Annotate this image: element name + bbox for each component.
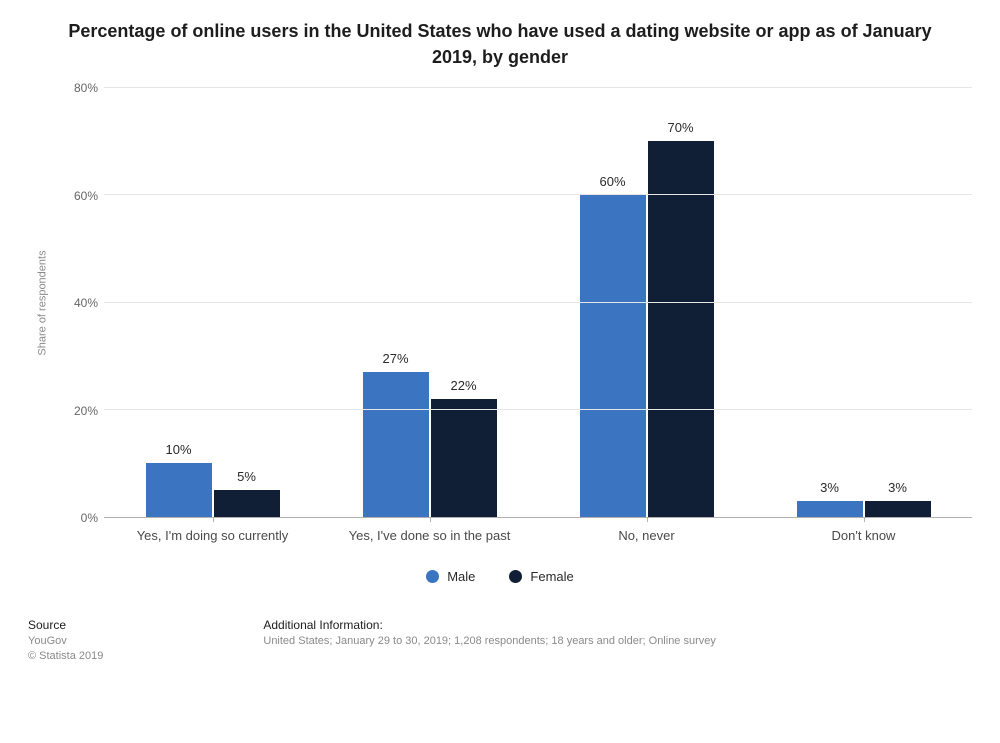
plot-area: 10% 5% 27% 22% 60% 70% 3% 3% xyxy=(104,88,972,518)
source-heading: Source xyxy=(28,618,103,632)
legend-swatch xyxy=(426,570,439,583)
bar xyxy=(648,141,714,517)
bar-group: 3% 3% xyxy=(755,88,972,517)
bar-groups: 10% 5% 27% 22% 60% 70% 3% 3% xyxy=(104,88,972,517)
gridline xyxy=(104,194,972,195)
bar-group: 60% 70% xyxy=(538,88,755,517)
additional-info-block: Additional Information: United States; J… xyxy=(263,618,716,662)
bar xyxy=(363,372,429,517)
source-block: Source YouGov © Statista 2019 xyxy=(28,618,103,662)
x-axis-label: No, never xyxy=(538,528,755,543)
bar-wrap: 22% xyxy=(431,378,497,517)
bar xyxy=(431,399,497,517)
chart-footer: Source YouGov © Statista 2019 Additional… xyxy=(28,618,972,662)
x-axis-label: Yes, I'm doing so currently xyxy=(104,528,321,543)
x-axis-label: Don't know xyxy=(755,528,972,543)
x-axis-label: Yes, I've done so in the past xyxy=(321,528,538,543)
y-axis-ticks: 0%20%40%60%80% xyxy=(58,88,104,518)
legend: Male Female xyxy=(28,569,972,584)
bar-wrap: 10% xyxy=(146,442,212,517)
y-tick-label: 60% xyxy=(74,189,98,203)
legend-item: Female xyxy=(509,569,573,584)
x-axis-labels: Yes, I'm doing so currentlyYes, I've don… xyxy=(104,528,972,543)
x-tick-mark xyxy=(430,517,431,522)
gridline xyxy=(104,87,972,88)
y-tick-label: 80% xyxy=(74,81,98,95)
y-tick-label: 0% xyxy=(81,511,98,525)
x-tick-mark xyxy=(213,517,214,522)
bar-group: 27% 22% xyxy=(321,88,538,517)
y-axis-label: Share of respondents xyxy=(37,251,49,356)
y-axis-label-wrap: Share of respondents xyxy=(28,88,58,518)
bar-wrap: 27% xyxy=(363,351,429,517)
copyright-text: © Statista 2019 xyxy=(28,650,103,662)
x-tick-mark xyxy=(647,517,648,522)
bar xyxy=(214,490,280,517)
gridline xyxy=(104,302,972,303)
legend-swatch xyxy=(509,570,522,583)
chart-title: Percentage of online users in the United… xyxy=(60,18,940,70)
chart-container: Percentage of online users in the United… xyxy=(0,0,1000,662)
bar xyxy=(146,463,212,517)
legend-item: Male xyxy=(426,569,475,584)
bar-wrap: 3% xyxy=(865,480,931,517)
legend-label: Female xyxy=(530,569,573,584)
bar-value-label: 3% xyxy=(820,480,839,495)
bar-group: 10% 5% xyxy=(104,88,321,517)
bar-value-label: 3% xyxy=(888,480,907,495)
y-tick-label: 40% xyxy=(74,296,98,310)
bar-value-label: 22% xyxy=(450,378,476,393)
legend-label: Male xyxy=(447,569,475,584)
chart-body: Share of respondents 0%20%40%60%80% 10%5… xyxy=(28,88,972,518)
additional-heading: Additional Information: xyxy=(263,618,716,632)
x-tick-mark xyxy=(864,517,865,522)
bar-wrap: 60% xyxy=(580,174,646,518)
source-text: YouGov xyxy=(28,635,103,647)
bar xyxy=(580,195,646,518)
bar xyxy=(797,501,863,517)
y-tick-label: 20% xyxy=(74,404,98,418)
bar-value-label: 60% xyxy=(599,174,625,189)
bar-wrap: 3% xyxy=(797,480,863,517)
gridline xyxy=(104,409,972,410)
bar-value-label: 5% xyxy=(237,469,256,484)
bar-wrap: 5% xyxy=(214,469,280,517)
bar-wrap: 70% xyxy=(648,120,714,517)
bar-value-label: 70% xyxy=(667,120,693,135)
bar-value-label: 27% xyxy=(382,351,408,366)
bar xyxy=(865,501,931,517)
additional-text: United States; January 29 to 30, 2019; 1… xyxy=(263,635,716,647)
bar-value-label: 10% xyxy=(165,442,191,457)
